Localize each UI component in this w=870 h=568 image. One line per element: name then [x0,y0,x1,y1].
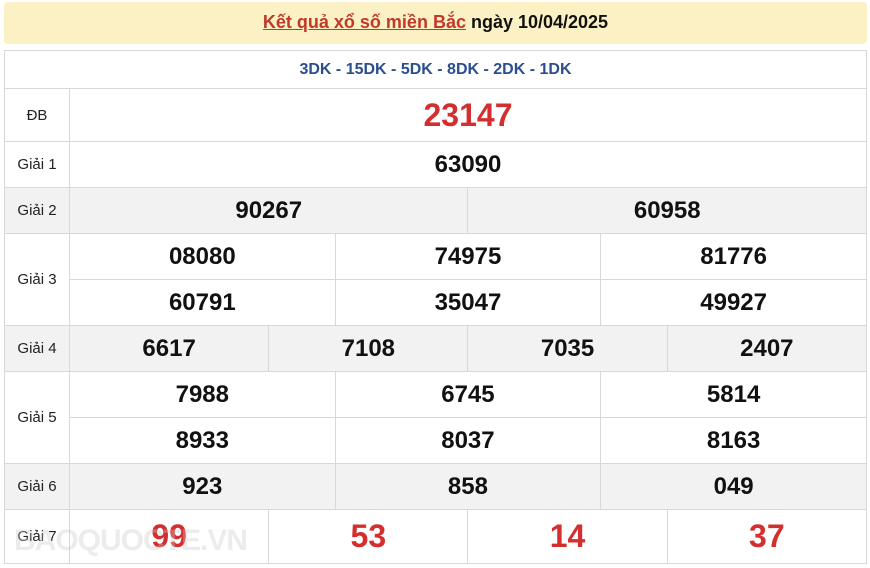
prize-number: 74975 [334,233,602,280]
prize-number: 7988 [69,371,336,418]
prize-number: 6745 [334,371,602,418]
results-table: 3DK - 15DK - 5DK - 8DK - 2DK - 1DK ĐB 231… [4,50,868,564]
title-link[interactable]: Kết quả xổ số miền Bắc [262,12,466,32]
prize-number: 049 [600,463,867,510]
prize-label: Giải 3 [4,233,70,326]
prize-number: 923 [69,463,336,510]
prize-number: 5814 [600,371,867,418]
prize-number: 7035 [467,325,668,372]
prize-number: 60791 [69,279,336,326]
page-header: Kết quả xổ số miền Bắc ngày 10/04/2025 [4,2,867,44]
prize-label: Giải 7 [4,509,70,564]
prize-number: 49927 [600,279,867,326]
prize-number: 81776 [600,233,867,280]
prize-number: 6617 [68,325,270,372]
prize-number: 60958 [467,187,867,234]
prize-number: 90267 [68,187,469,234]
prize-number: 7108 [268,325,469,372]
prize-number: 8163 [600,417,867,464]
prize-number: 37 [666,509,868,564]
prize-number: 858 [334,463,602,510]
title-date: ngày 10/04/2025 [465,12,609,32]
codes-cell: 3DK - 15DK - 5DK - 8DK - 2DK - 1DK [4,50,867,89]
prize-number: 99 [68,509,270,564]
prize-number: 53 [268,509,469,564]
prize-label: Giải 4 [4,325,70,372]
prize-number: 14 [467,509,668,564]
prize-number: 63090 [69,141,867,188]
prize-label: Giải 1 [4,141,70,188]
prize-label: ĐB [4,88,70,142]
prize-label: Giải 6 [4,463,70,510]
prize-number: 8037 [334,417,602,464]
prize-number: 8933 [69,417,336,464]
prize-number: 08080 [69,233,336,280]
prize-label: Giải 5 [4,371,70,464]
special-prize: 23147 [69,88,867,142]
prize-number: 2407 [666,325,868,372]
prize-number: 35047 [334,279,602,326]
prize-label: Giải 2 [4,187,70,234]
